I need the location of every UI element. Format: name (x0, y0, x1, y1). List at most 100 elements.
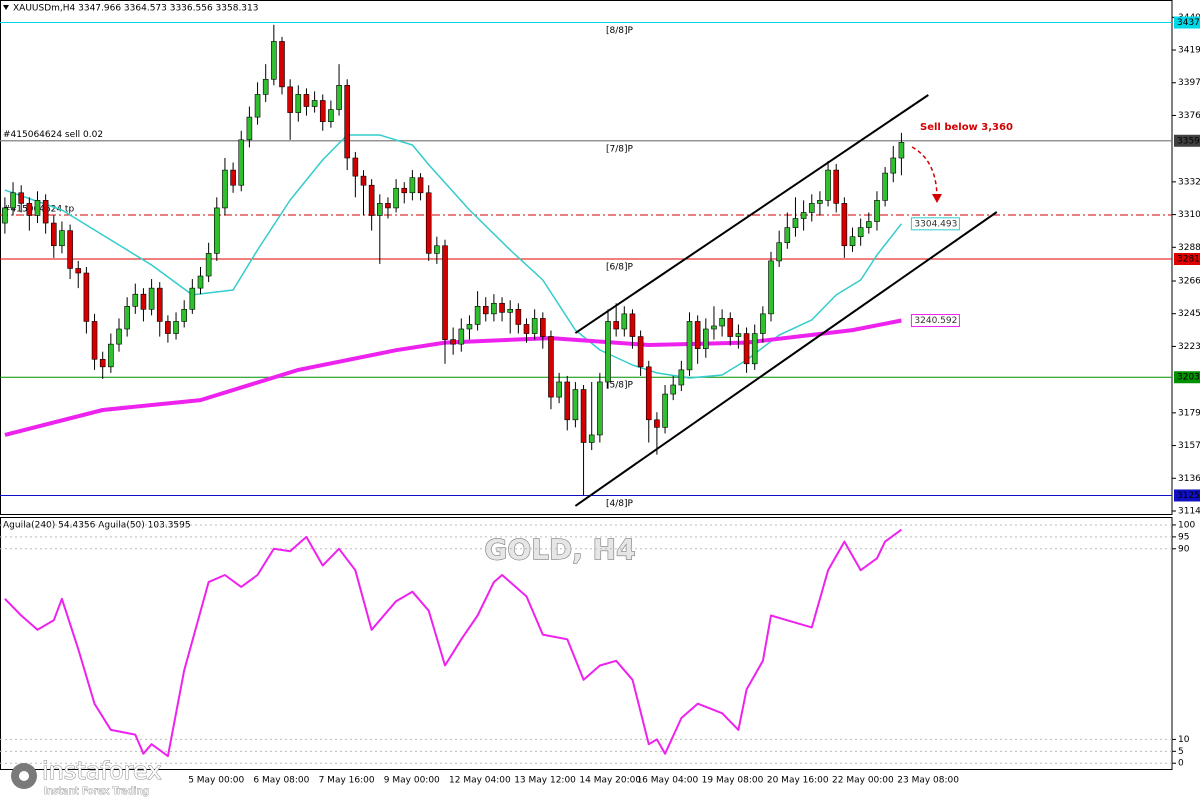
candle-body (474, 305, 481, 325)
y-tick-label: 100 (1178, 520, 1195, 530)
annotation: Sell below 3,360 (920, 122, 1013, 133)
candle-body (564, 381, 571, 421)
candle-body (442, 245, 448, 340)
level-price: 3437.500 (1177, 18, 1200, 28)
candle-body (588, 434, 595, 443)
candle-body (719, 318, 725, 327)
x-tick-label: 12 May 04:00 (449, 776, 511, 786)
candle-body (507, 309, 514, 313)
level-name: [7/8]P (606, 144, 634, 154)
candle-body (385, 203, 391, 209)
candle-body (760, 313, 766, 334)
candle-body (833, 169, 840, 204)
candle-body (890, 157, 897, 174)
order-label: #415064624 sell 0.02 (3, 130, 103, 140)
y-tick-label: 3310.600 (1178, 210, 1200, 220)
candle-body (222, 169, 228, 209)
chart-header: XAUUSDm,H4 3347.966 3364.573 3336.556 33… (13, 4, 258, 14)
logo-tagline: Instant Forex Trading (44, 786, 149, 797)
watermark: GOLD, H4 (484, 533, 635, 566)
candle-body (254, 94, 261, 118)
candle-body (711, 325, 717, 330)
candle-body (572, 389, 579, 421)
candle-body (360, 175, 367, 186)
x-tick-label: 20 May 16:00 (767, 776, 829, 786)
candle-body (287, 86, 293, 113)
symbol-icon (3, 5, 9, 10)
x-tick-label: 7 May 16:00 (319, 776, 375, 786)
indicator-line (4, 528, 902, 758)
candle-body (458, 328, 465, 345)
trend-line (574, 94, 929, 334)
candle-body (173, 321, 179, 334)
candle-body (336, 85, 342, 110)
candle-body (279, 41, 285, 88)
y-tick-label: 0 (1178, 759, 1184, 769)
ma-value-box (910, 217, 960, 231)
x-tick-label: 23 May 08:00 (897, 776, 959, 786)
candle-body (344, 85, 350, 159)
candle-body (450, 339, 456, 345)
candle-body (156, 287, 163, 322)
price-panel-frame (0, 0, 1173, 515)
x-tick-label: 9 May 00:00 (384, 776, 440, 786)
candle-body (368, 184, 375, 216)
candle-body (808, 203, 815, 213)
candle-body (42, 200, 49, 224)
candle-body (67, 230, 73, 269)
indicator-panel-frame (0, 517, 1173, 770)
ma-value-box (910, 314, 960, 328)
candle-body (238, 139, 245, 186)
candle-body (246, 116, 253, 141)
candle-body (694, 321, 701, 349)
y-tick-label: 3179.600 (1178, 408, 1200, 418)
candle-body (116, 328, 122, 345)
candle-body (817, 200, 823, 204)
candle-body (751, 333, 758, 365)
candle-body (637, 336, 644, 368)
indicator-title: Aguila(240) 54.4356 Aguila(50) 103.3595 (3, 521, 191, 531)
candle-body (271, 41, 277, 80)
x-tick-label: 22 May 00:00 (832, 776, 894, 786)
level-name: [4/8]P (606, 499, 634, 509)
candle-body (613, 321, 619, 330)
x-tick-label: 16 May 04:00 (636, 776, 698, 786)
candle-body (548, 336, 554, 398)
candle-body (882, 172, 888, 201)
candle-body (556, 381, 562, 398)
candle-body (605, 321, 611, 383)
y-tick-label: 3288.985 (1178, 243, 1200, 253)
candle-body (768, 260, 774, 315)
y-tick-label: 10 (1178, 735, 1190, 745)
candle-body (352, 157, 359, 177)
candle-body (26, 203, 33, 216)
candle-body (18, 192, 24, 204)
candle-body (597, 381, 603, 436)
candle-body (491, 302, 497, 315)
candle-body (295, 94, 302, 113)
candle-body (645, 366, 652, 421)
candle-body (499, 302, 505, 313)
y-tick-label: 90 (1178, 544, 1190, 554)
y-tick-label: 3376.100 (1178, 111, 1200, 121)
candle-body (735, 333, 742, 337)
candle-body (409, 177, 416, 194)
candle-body (189, 287, 196, 310)
candle-body (841, 203, 848, 247)
candle-body (205, 253, 212, 277)
candle-body (140, 293, 147, 310)
candle-body (800, 212, 807, 219)
level-price-box (1174, 489, 1200, 502)
candle-body (515, 309, 522, 325)
x-tick-label: 5 May 00:00 (188, 776, 244, 786)
level-price-box (1174, 371, 1200, 384)
logo: instaforex Instant Forex Trading (11, 757, 162, 797)
level-name: [8/8]P (606, 26, 634, 36)
candle-body (91, 321, 98, 360)
candle-body (727, 318, 734, 337)
y-tick-label: 5 (1178, 747, 1184, 757)
trend-line (574, 211, 998, 507)
level-price-box (1174, 253, 1200, 266)
